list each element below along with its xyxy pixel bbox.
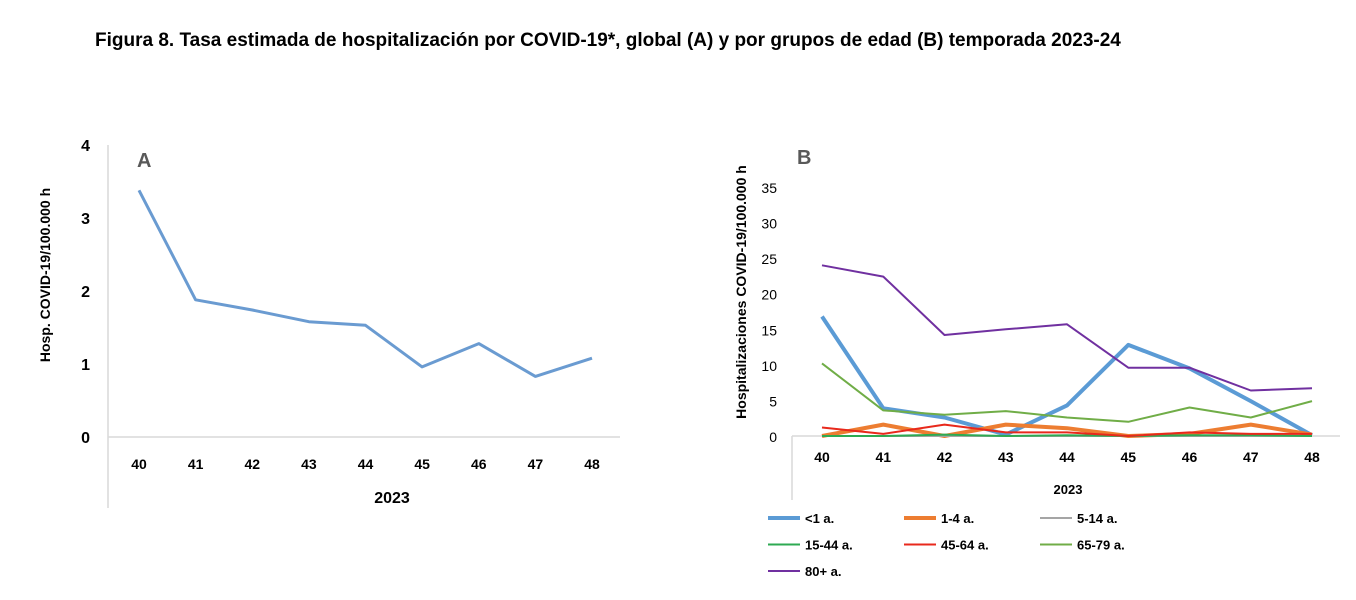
x-tick-label: 42 xyxy=(937,449,953,465)
x-tick-label: 43 xyxy=(998,449,1014,465)
y-tick-label: 15 xyxy=(761,322,777,338)
panel-label: A xyxy=(137,150,151,172)
x-tick-label: 41 xyxy=(188,456,204,472)
x-tick-label: 48 xyxy=(584,456,600,472)
series-line-80-a- xyxy=(821,264,1313,392)
legend-label: 65-79 a. xyxy=(1077,538,1125,553)
y-tick-label: 5 xyxy=(769,393,777,409)
y-tick-label: 2 xyxy=(81,284,90,301)
y-tick-label: 0 xyxy=(81,430,90,447)
x-tick-label: 41 xyxy=(875,449,891,465)
x-tick-label: 47 xyxy=(528,456,544,472)
x-tick-label: 46 xyxy=(471,456,487,472)
x-tick-label: 47 xyxy=(1243,449,1259,465)
series-line-global xyxy=(137,189,593,378)
y-tick-label: 10 xyxy=(761,358,777,374)
legend-label: 1-4 a. xyxy=(941,511,974,526)
y-tick-label: 20 xyxy=(761,287,777,303)
y-tick-label: 0 xyxy=(769,429,777,445)
y-tick-label: 3 xyxy=(81,211,90,228)
y-axis-title: Hosp. COVID-19/100.000 h xyxy=(37,188,53,362)
x-tick-label: 43 xyxy=(301,456,317,472)
x-tick-label: 40 xyxy=(131,456,147,472)
x-tick-label: 45 xyxy=(414,456,430,472)
x-tick-label: 45 xyxy=(1120,449,1136,465)
legend-label: 15-44 a. xyxy=(805,538,853,553)
y-tick-label: 35 xyxy=(761,180,777,196)
y-tick-label: 30 xyxy=(761,216,777,232)
x-tick-label: 44 xyxy=(358,456,374,472)
x-tick-label: 48 xyxy=(1304,449,1320,465)
y-tick-label: 4 xyxy=(81,138,90,155)
legend-label: <1 a. xyxy=(805,511,834,526)
y-axis-title: Hospitalizaciones COVID-19/100.000 h xyxy=(733,165,749,419)
x-tick-label: 46 xyxy=(1182,449,1198,465)
x-axis-title: 2023 xyxy=(1054,482,1083,497)
legend-label: 5-14 a. xyxy=(1077,511,1117,526)
x-tick-label: 40 xyxy=(814,449,830,465)
x-axis-title: 2023 xyxy=(374,490,410,507)
y-tick-label: 1 xyxy=(81,357,90,374)
panel-label: B xyxy=(797,147,811,169)
legend-label: 45-64 a. xyxy=(941,538,989,553)
x-tick-label: 42 xyxy=(244,456,260,472)
x-tick-label: 44 xyxy=(1059,449,1075,465)
legend-label: 80+ a. xyxy=(805,564,842,579)
y-tick-label: 25 xyxy=(761,251,777,267)
figure-title: Figura 8. Tasa estimada de hospitalizaci… xyxy=(95,30,1121,51)
